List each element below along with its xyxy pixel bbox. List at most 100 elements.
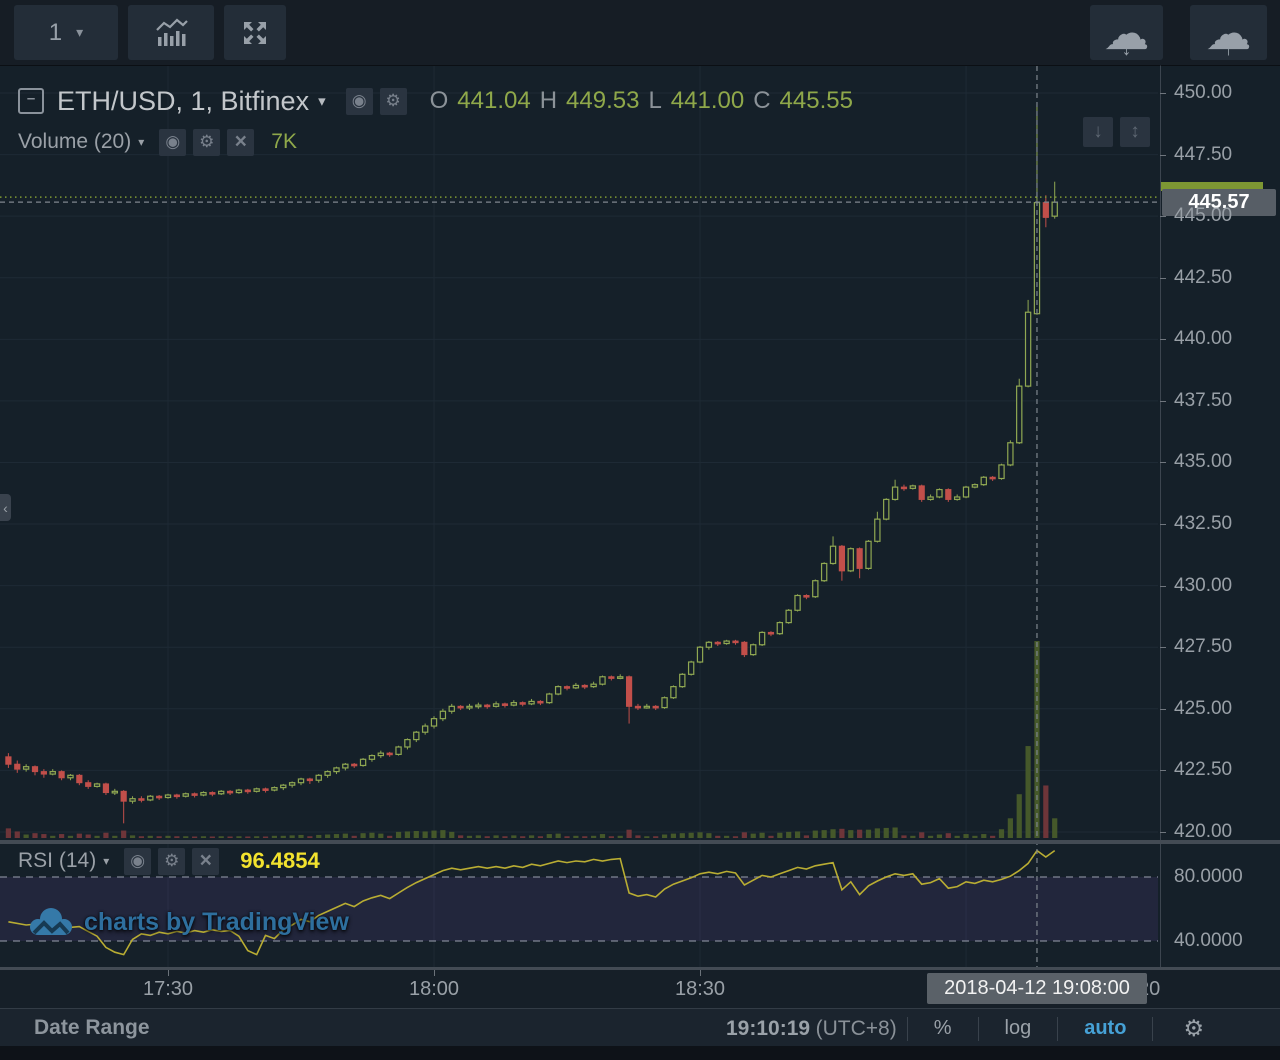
price-axis-label: 430.00 [1174,574,1233,596]
pane-separator[interactable] [0,840,1280,844]
time-axis-label: 17:30 [142,978,194,1000]
price-axis-label: 425.00 [1174,697,1233,719]
close-label: C [753,87,771,114]
crosshair-time-badge: 2018-04-12 19:08:00 [927,973,1147,1004]
gear-icon[interactable]: ⚙ [193,128,221,156]
interval-select[interactable]: 1 ▾ [14,5,118,60]
price-axis-tick [1160,277,1166,279]
volume-legend: Volume (20) ▾ ◉ ⚙ × 7K [18,128,297,156]
arrow-down-icon: ↓ [1093,121,1103,142]
auto-scale-button[interactable]: auto [1084,1017,1127,1039]
watermark-text: charts by TradingView [84,907,349,936]
cloud-save-button[interactable]: ☁ ↑ [1190,5,1267,60]
volume-label[interactable]: Volume (20) [18,130,132,153]
crosshair-price-badge: 445.57 [1162,189,1276,216]
cloud-download-icon: ☁ ↓ [1103,6,1150,60]
arrow-updown-icon: ↕ [1130,121,1140,142]
rsi-legend: RSI (14) ▾ ◉ ⚙ × 96.4854 [18,847,320,875]
symbol-title[interactable]: ETH/USD, 1, Bitfinex [57,85,310,116]
volume-value: 7K [271,130,297,153]
interval-value: 1 [48,18,63,46]
tradingview-watermark[interactable]: charts by TradingView [28,906,349,938]
high-label: H [539,87,558,114]
price-axis-tick [1160,708,1166,710]
chevron-left-icon: ‹ [3,499,8,516]
price-axis-tick [1160,400,1166,402]
pane-handle[interactable]: ‹ [0,494,11,521]
chart-style-button[interactable] [128,5,214,60]
chevron-down-icon: ▾ [76,24,84,40]
date-range-button[interactable]: Date Range [34,1016,150,1039]
divider [977,1016,979,1041]
divider [1152,1016,1154,1041]
time-axis[interactable]: 20 2018-04-12 19:08:00 17:30 18:00 18:30 [0,970,1280,1008]
bottom-strip [0,1046,1280,1060]
eye-icon[interactable]: ◉ [124,847,152,875]
time-axis-tick [434,970,436,976]
fullscreen-button[interactable] [224,5,286,60]
percent-scale-button[interactable]: % [933,1017,952,1039]
high-value: 449.53 [566,87,640,114]
price-axis-tick [1160,154,1166,156]
price-axis-label: 445.00 [1174,205,1233,227]
price-axis-tick [1160,216,1166,218]
time-axis-label: 18:30 [674,978,726,1000]
tradingview-logo-icon [30,908,72,935]
price-axis-tick [1160,462,1166,464]
gear-icon[interactable]: ⚙ [379,87,407,115]
rsi-label[interactable]: RSI (14) [18,849,97,872]
cloud-load-button[interactable]: ☁ ↓ [1090,5,1163,60]
rsi-axis-label: 80.0000 [1174,866,1243,887]
gear-icon[interactable]: ⚙ [1183,1015,1205,1041]
clock-readout: 19:10:19 (UTC+8) [726,1016,897,1040]
price-axis-tick [1160,831,1166,833]
price-axis-label: 447.50 [1174,143,1233,165]
price-axis-tick [1160,524,1166,526]
low-label: L [648,87,662,114]
last-price-axis-strip [1161,182,1263,191]
price-axis-tick [1160,647,1166,649]
divider [906,1016,908,1041]
cloud-upload-icon: ☁ ↑ [1205,6,1252,60]
divider [1057,1016,1059,1041]
low-value: 441.00 [670,87,745,114]
rsi-value: 96.4854 [240,848,320,873]
time-axis-tick [168,970,169,976]
price-axis-label: 422.50 [1174,759,1233,781]
collapse-pane-icon[interactable]: – [18,88,44,114]
price-axis[interactable] [1160,65,1280,971]
price-axis-label: 427.50 [1174,636,1233,658]
series-legend: – ETH/USD, 1, Bitfinex ▾ ◉ ⚙ O 441.04 H … [18,84,853,118]
chevron-down-icon[interactable]: ▾ [138,135,145,149]
price-axis-tick [1160,585,1166,587]
price-axis-label: 440.00 [1174,328,1233,350]
price-axis-label: 437.50 [1174,389,1233,411]
ohlc-readout: O 441.04 H 449.53 L 441.00 C 445.55 [430,87,853,115]
price-axis-tick [1160,339,1166,341]
rsi-axis-label: 40.0000 [1174,930,1243,951]
close-icon[interactable]: × [227,128,255,156]
fullscreen-icon [244,21,266,44]
price-axis-label: 420.00 [1174,820,1233,842]
price-axis-tick [1160,770,1166,772]
eye-icon[interactable]: ◉ [159,128,187,156]
close-icon[interactable]: × [192,847,220,875]
bottom-toolbar: Date Range 19:10:19 (UTC+8) % log auto ⚙ [0,1008,1280,1047]
chevron-down-icon[interactable]: ▾ [103,854,110,868]
scroll-down-button[interactable]: ↓ [1083,117,1113,147]
gear-icon[interactable]: ⚙ [158,847,186,875]
price-axis-label: 432.50 [1174,513,1233,535]
price-axis-label: 442.50 [1174,266,1233,288]
pane-separator-bottom[interactable] [0,967,1280,970]
top-toolbar: 1 ▾ ☁ ↓ ☁ ↑ [0,0,1280,65]
chevron-down-icon[interactable]: ▾ [318,93,326,110]
chart-style-icon [156,18,188,46]
price-axis-tick [1160,93,1166,94]
scale-updown-button[interactable]: ↕ [1120,117,1150,147]
price-axis-label: 435.00 [1174,451,1233,473]
log-scale-button[interactable]: log [1004,1017,1032,1039]
open-label: O [429,87,449,114]
eye-icon[interactable]: ◉ [345,87,373,115]
price-axis-label: 450.00 [1174,82,1233,103]
